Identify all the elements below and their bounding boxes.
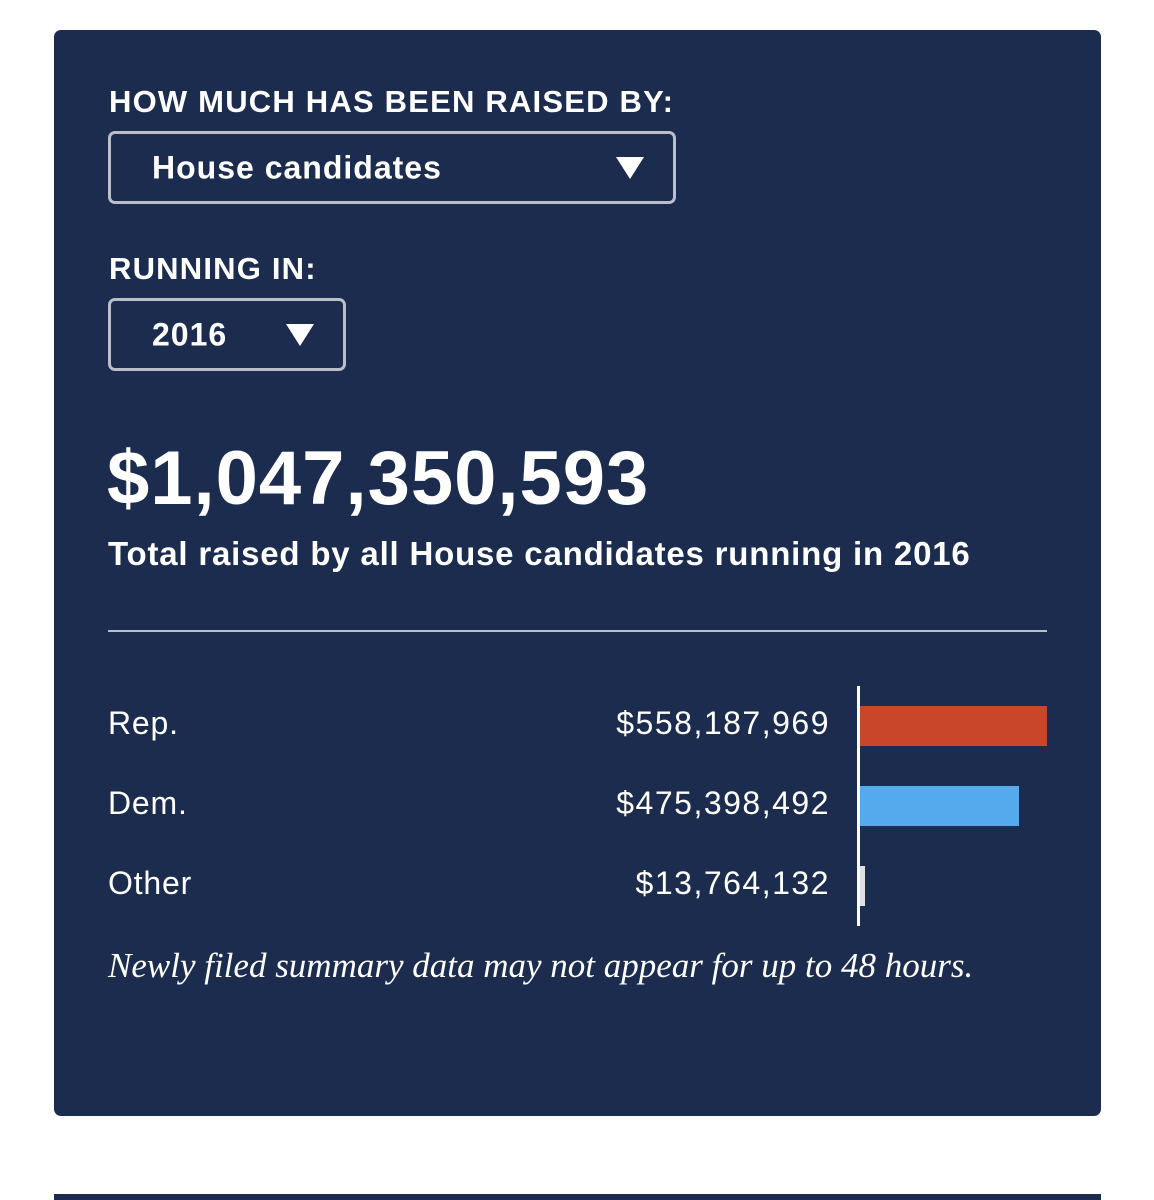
running-in-select-value: 2016 xyxy=(152,316,228,352)
running-in-select[interactable]: 2016 xyxy=(108,298,346,371)
raised-by-select[interactable]: House candidates xyxy=(108,131,676,204)
footnote: Newly filed summary data may not appear … xyxy=(108,946,974,985)
party-bar-other xyxy=(860,866,865,906)
running-in-label: RUNNING IN: xyxy=(109,251,317,286)
raised-by-label: HOW MUCH HAS BEEN RAISED BY: xyxy=(109,84,675,119)
party-label-other: Other xyxy=(108,865,193,901)
party-amount-other: $13,764,132 xyxy=(635,865,830,901)
chevron-down-icon xyxy=(286,323,314,346)
total-raised-caption: Total raised by all House candidates run… xyxy=(108,535,971,572)
raised-by-select-value: House candidates xyxy=(152,149,442,185)
party-bar-dem xyxy=(860,786,1019,826)
chevron-down-icon xyxy=(616,156,644,179)
party-label-dem: Dem. xyxy=(108,785,188,821)
divider xyxy=(108,630,1047,632)
party-amount-rep: $558,187,969 xyxy=(616,705,830,741)
party-amount-dem: $475,398,492 xyxy=(616,785,830,821)
party-label-rep: Rep. xyxy=(108,705,179,741)
total-raised-amount: $1,047,350,593 xyxy=(107,436,650,521)
section-divider xyxy=(54,1194,1101,1200)
party-bar-rep xyxy=(860,706,1047,746)
chart-axis-line xyxy=(857,686,860,926)
fundraising-panel: HOW MUCH HAS BEEN RAISED BY: House candi… xyxy=(54,30,1101,1116)
